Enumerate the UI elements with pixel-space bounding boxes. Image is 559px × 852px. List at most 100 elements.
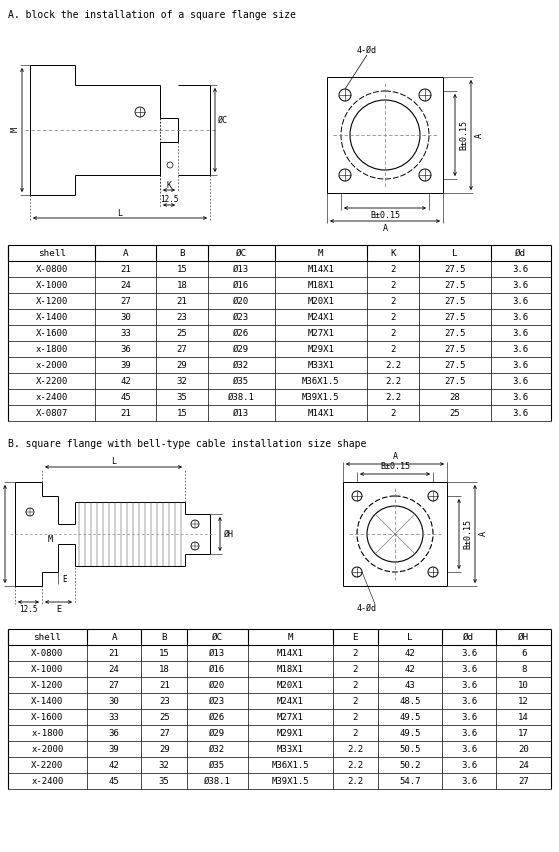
Text: 3.6: 3.6 bbox=[461, 681, 477, 689]
Text: 29: 29 bbox=[159, 745, 169, 753]
Text: 2: 2 bbox=[390, 408, 396, 417]
Text: 39: 39 bbox=[120, 360, 131, 370]
Text: 43: 43 bbox=[405, 681, 415, 689]
Text: 3.6: 3.6 bbox=[513, 313, 529, 321]
Text: Ø38.1: Ø38.1 bbox=[204, 776, 231, 786]
Text: 3.6: 3.6 bbox=[513, 264, 529, 273]
Text: M39X1.5: M39X1.5 bbox=[271, 776, 309, 786]
Text: 4-Ød: 4-Ød bbox=[357, 604, 377, 613]
Text: 27: 27 bbox=[109, 681, 120, 689]
Text: 42: 42 bbox=[405, 648, 415, 658]
Text: 2.2: 2.2 bbox=[385, 393, 401, 401]
Text: Ø26: Ø26 bbox=[233, 329, 249, 337]
Text: 33: 33 bbox=[109, 712, 120, 722]
Text: 27.5: 27.5 bbox=[444, 296, 466, 306]
Text: 42: 42 bbox=[120, 377, 131, 385]
Text: 2: 2 bbox=[390, 264, 396, 273]
Text: 24: 24 bbox=[518, 761, 529, 769]
Text: 12.5: 12.5 bbox=[160, 195, 178, 204]
Text: 36: 36 bbox=[120, 344, 131, 354]
Text: Ø35: Ø35 bbox=[209, 761, 225, 769]
Text: 49.5: 49.5 bbox=[399, 712, 421, 722]
Text: M20X1: M20X1 bbox=[277, 681, 304, 689]
Text: 27.5: 27.5 bbox=[444, 329, 466, 337]
Text: 6: 6 bbox=[521, 648, 527, 658]
Text: K: K bbox=[390, 249, 396, 257]
Text: 21: 21 bbox=[109, 648, 120, 658]
Text: 42: 42 bbox=[405, 665, 415, 673]
Text: 35: 35 bbox=[159, 776, 169, 786]
Text: 2: 2 bbox=[390, 296, 396, 306]
Text: 3.6: 3.6 bbox=[461, 696, 477, 705]
Text: 27.5: 27.5 bbox=[444, 360, 466, 370]
Text: 24: 24 bbox=[120, 280, 131, 290]
Text: 2: 2 bbox=[390, 313, 396, 321]
Text: 15: 15 bbox=[177, 408, 187, 417]
Text: M36X1.5: M36X1.5 bbox=[271, 761, 309, 769]
Text: M20X1: M20X1 bbox=[307, 296, 334, 306]
Text: Ød: Ød bbox=[463, 632, 475, 642]
Text: 2: 2 bbox=[353, 712, 358, 722]
Text: 27.5: 27.5 bbox=[444, 313, 466, 321]
Text: M: M bbox=[48, 534, 53, 544]
Text: 36: 36 bbox=[109, 728, 120, 738]
Text: E: E bbox=[353, 632, 358, 642]
Text: 2: 2 bbox=[390, 344, 396, 354]
Text: L: L bbox=[111, 458, 116, 467]
Text: shell: shell bbox=[37, 249, 66, 257]
Text: x-2400: x-2400 bbox=[36, 393, 68, 401]
Text: Ø13: Ø13 bbox=[233, 264, 249, 273]
Text: E: E bbox=[56, 605, 61, 614]
Text: 3.6: 3.6 bbox=[513, 329, 529, 337]
Text: B±0.15: B±0.15 bbox=[370, 211, 400, 220]
Text: 12.5: 12.5 bbox=[19, 605, 38, 614]
Text: M: M bbox=[11, 128, 20, 133]
Text: ØC: ØC bbox=[218, 116, 228, 124]
Text: 2: 2 bbox=[353, 728, 358, 738]
Text: B: B bbox=[179, 249, 184, 257]
Text: ØC: ØC bbox=[236, 249, 247, 257]
Text: M14X1: M14X1 bbox=[307, 264, 334, 273]
Text: shell: shell bbox=[34, 632, 61, 642]
Text: 3.6: 3.6 bbox=[461, 712, 477, 722]
Text: 27: 27 bbox=[518, 776, 529, 786]
Text: X-1600: X-1600 bbox=[36, 329, 68, 337]
Text: 3.6: 3.6 bbox=[461, 776, 477, 786]
Text: 35: 35 bbox=[177, 393, 187, 401]
Text: 3.6: 3.6 bbox=[461, 665, 477, 673]
Text: 32: 32 bbox=[177, 377, 187, 385]
Text: 3.6: 3.6 bbox=[513, 360, 529, 370]
Text: X-1400: X-1400 bbox=[36, 313, 68, 321]
Text: 39: 39 bbox=[109, 745, 120, 753]
Text: 2: 2 bbox=[353, 665, 358, 673]
Text: x-1800: x-1800 bbox=[36, 344, 68, 354]
Text: X-0807: X-0807 bbox=[36, 408, 68, 417]
Text: Ø13: Ø13 bbox=[233, 408, 249, 417]
Text: M39X1.5: M39X1.5 bbox=[302, 393, 340, 401]
Text: 3.6: 3.6 bbox=[513, 408, 529, 417]
Text: 20: 20 bbox=[518, 745, 529, 753]
Text: 3.6: 3.6 bbox=[513, 377, 529, 385]
Text: M14X1: M14X1 bbox=[277, 648, 304, 658]
Text: M: M bbox=[318, 249, 324, 257]
Text: 21: 21 bbox=[159, 681, 169, 689]
Text: 3.6: 3.6 bbox=[513, 280, 529, 290]
Text: 2.2: 2.2 bbox=[347, 776, 363, 786]
Text: M24X1: M24X1 bbox=[277, 696, 304, 705]
Text: Ø16: Ø16 bbox=[233, 280, 249, 290]
Text: X-1000: X-1000 bbox=[36, 280, 68, 290]
Text: 2.2: 2.2 bbox=[385, 377, 401, 385]
Text: M: M bbox=[287, 632, 293, 642]
Text: 2: 2 bbox=[353, 681, 358, 689]
Text: L: L bbox=[117, 209, 122, 217]
Text: Ø32: Ø32 bbox=[233, 360, 249, 370]
Text: 2: 2 bbox=[353, 648, 358, 658]
Text: 12: 12 bbox=[518, 696, 529, 705]
Text: 2: 2 bbox=[390, 329, 396, 337]
Text: B±0.15: B±0.15 bbox=[459, 120, 468, 150]
Text: M27X1: M27X1 bbox=[307, 329, 334, 337]
Text: A: A bbox=[479, 532, 488, 537]
Text: K: K bbox=[167, 181, 172, 189]
Text: 3.6: 3.6 bbox=[513, 344, 529, 354]
Text: ØH: ØH bbox=[224, 529, 234, 538]
